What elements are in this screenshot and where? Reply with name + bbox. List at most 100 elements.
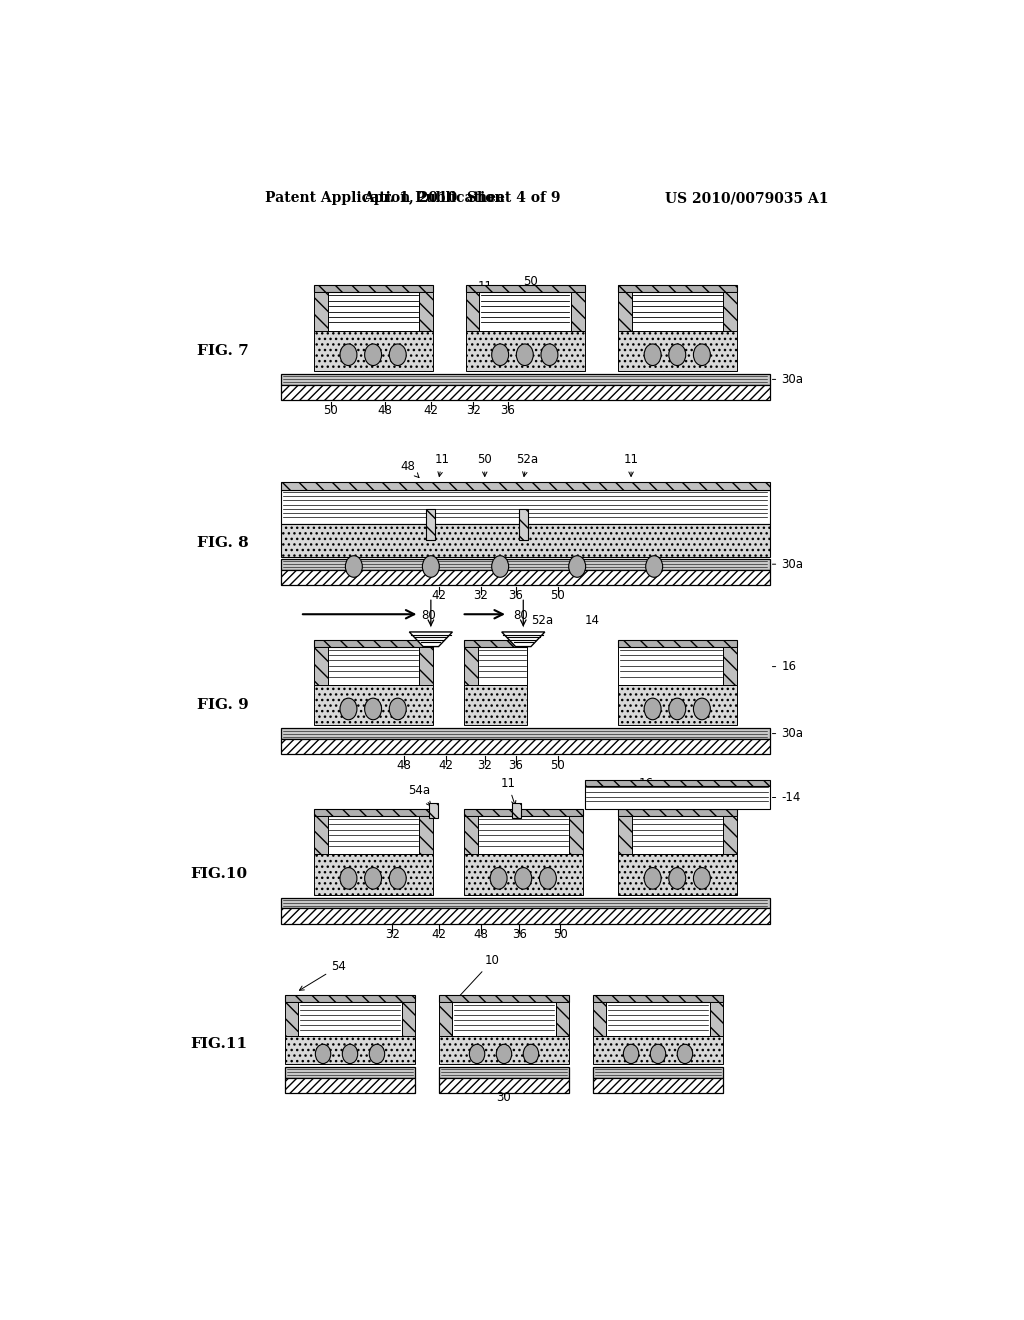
Bar xyxy=(617,285,737,293)
Ellipse shape xyxy=(492,556,509,577)
Bar xyxy=(438,1077,569,1093)
Bar xyxy=(438,1067,569,1077)
Text: 50: 50 xyxy=(477,453,493,477)
Bar xyxy=(285,995,416,1002)
Text: 50: 50 xyxy=(551,589,565,602)
Ellipse shape xyxy=(365,867,382,890)
Bar xyxy=(281,570,770,585)
Text: 50: 50 xyxy=(523,275,539,314)
Bar xyxy=(464,854,584,895)
Ellipse shape xyxy=(389,867,407,890)
Bar xyxy=(419,293,433,331)
Text: 48: 48 xyxy=(377,404,392,417)
Ellipse shape xyxy=(650,1044,666,1064)
Bar xyxy=(313,331,433,371)
Ellipse shape xyxy=(693,345,711,366)
Bar xyxy=(593,1077,724,1093)
Bar xyxy=(313,285,433,293)
Text: 32: 32 xyxy=(385,928,399,941)
Bar xyxy=(512,803,521,818)
Ellipse shape xyxy=(568,556,586,577)
Bar xyxy=(313,685,433,725)
Bar xyxy=(724,293,737,331)
Bar xyxy=(617,640,737,647)
Bar xyxy=(632,816,724,854)
Text: 42: 42 xyxy=(423,404,438,417)
Bar xyxy=(632,293,724,331)
Ellipse shape xyxy=(490,867,507,890)
Bar xyxy=(464,685,527,725)
Bar xyxy=(478,816,569,854)
Bar xyxy=(617,816,632,854)
Bar xyxy=(429,803,438,818)
Bar xyxy=(593,1067,724,1077)
Ellipse shape xyxy=(523,1044,539,1064)
Ellipse shape xyxy=(422,556,439,577)
Ellipse shape xyxy=(515,867,531,890)
Bar xyxy=(571,293,585,331)
Bar xyxy=(478,647,527,685)
Text: 42: 42 xyxy=(431,589,446,602)
Bar xyxy=(617,685,737,725)
Bar xyxy=(328,293,419,331)
Bar xyxy=(593,995,724,1002)
Bar xyxy=(593,1002,606,1036)
Text: 16: 16 xyxy=(772,660,797,673)
Bar xyxy=(466,331,585,371)
Text: 36: 36 xyxy=(508,759,523,772)
Bar xyxy=(464,816,478,854)
Bar xyxy=(298,1002,401,1036)
Text: 10: 10 xyxy=(453,954,500,1003)
Bar xyxy=(617,854,737,895)
Text: 48: 48 xyxy=(473,928,488,941)
Bar xyxy=(281,729,770,739)
Bar xyxy=(281,482,770,490)
Text: 52a: 52a xyxy=(531,614,553,627)
Ellipse shape xyxy=(340,867,357,890)
Bar xyxy=(518,508,528,540)
Bar xyxy=(585,780,770,785)
Bar xyxy=(285,1077,416,1093)
Bar xyxy=(710,1002,724,1036)
Ellipse shape xyxy=(646,556,663,577)
Ellipse shape xyxy=(540,867,556,890)
Ellipse shape xyxy=(389,698,407,719)
Bar xyxy=(464,809,584,816)
Bar xyxy=(617,809,737,816)
Bar xyxy=(281,490,770,524)
Text: FIG. 9: FIG. 9 xyxy=(197,698,249,711)
Text: FIG. 7: FIG. 7 xyxy=(197,345,249,358)
Bar xyxy=(281,524,770,557)
Bar xyxy=(464,647,478,685)
Text: 80: 80 xyxy=(422,609,436,622)
Text: 32: 32 xyxy=(466,404,480,417)
Ellipse shape xyxy=(365,345,382,366)
Bar xyxy=(281,898,770,908)
Bar xyxy=(466,293,479,331)
Bar xyxy=(313,854,433,895)
Bar xyxy=(285,1067,416,1077)
Bar xyxy=(617,331,737,371)
Ellipse shape xyxy=(497,1044,512,1064)
Text: FIG. 8: FIG. 8 xyxy=(197,536,249,550)
Text: 80: 80 xyxy=(513,609,528,622)
Text: 48: 48 xyxy=(400,459,419,478)
Text: 30a: 30a xyxy=(772,557,803,570)
Ellipse shape xyxy=(389,345,407,366)
Bar xyxy=(466,285,585,293)
Bar xyxy=(724,816,737,854)
Bar xyxy=(617,293,632,331)
Bar xyxy=(313,809,433,816)
Ellipse shape xyxy=(669,867,686,890)
Bar xyxy=(328,647,419,685)
Text: 54: 54 xyxy=(299,960,346,990)
Text: 50: 50 xyxy=(553,928,567,941)
Bar xyxy=(464,640,527,647)
Bar xyxy=(285,1036,416,1064)
Text: 14: 14 xyxy=(585,614,600,627)
Ellipse shape xyxy=(669,345,686,366)
Bar xyxy=(585,785,770,809)
Bar xyxy=(281,558,770,570)
Text: FIG.11: FIG.11 xyxy=(190,1038,248,1051)
Bar xyxy=(281,374,770,385)
